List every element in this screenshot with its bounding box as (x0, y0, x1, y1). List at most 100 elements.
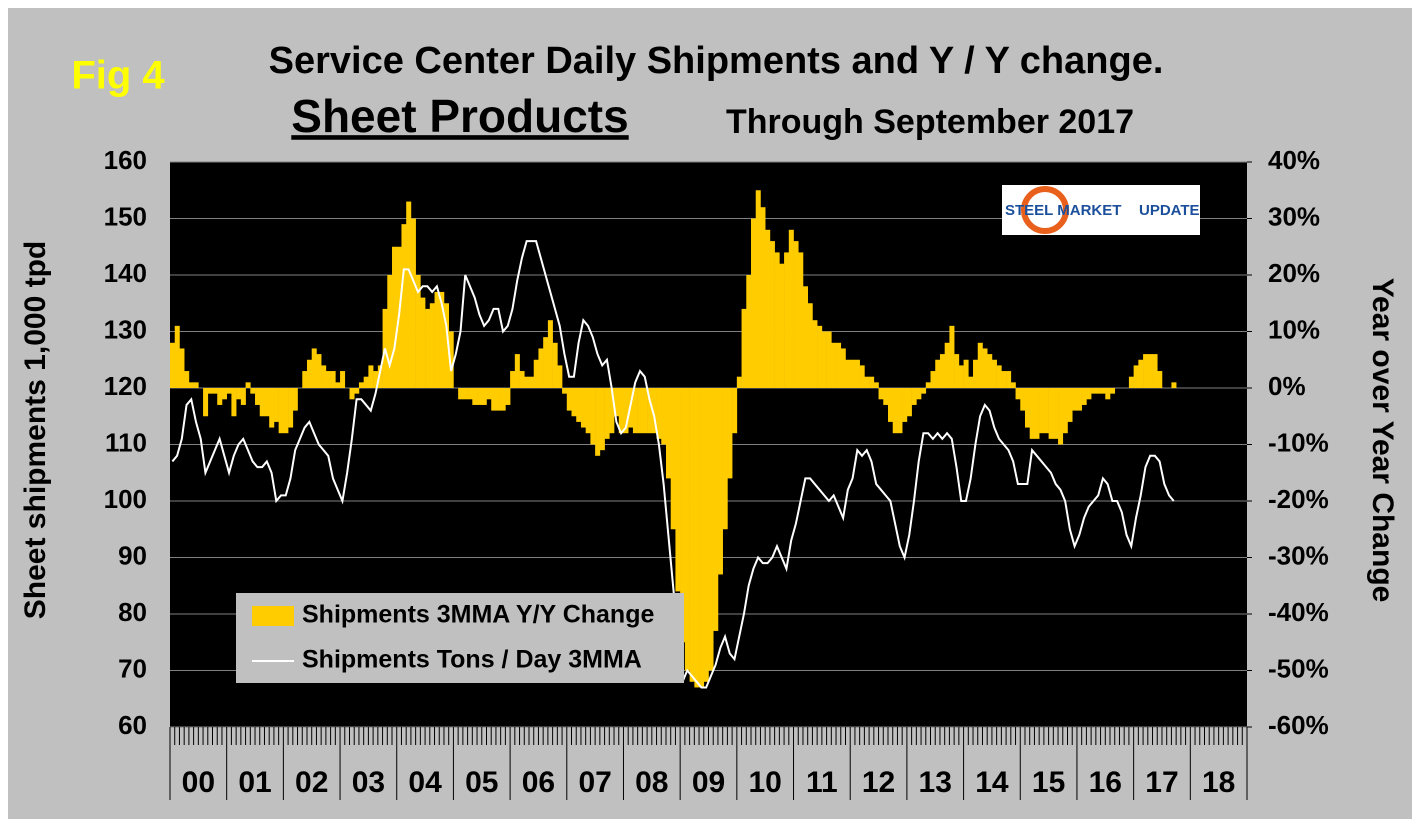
bar (1029, 388, 1035, 439)
bar (1015, 388, 1021, 400)
bar (873, 382, 879, 388)
bar (486, 388, 492, 400)
bar (944, 342, 950, 388)
bar (850, 359, 856, 388)
bar (883, 388, 889, 405)
chart-subtitle: Sheet Products (291, 90, 628, 142)
bar (358, 382, 364, 388)
bar (798, 252, 804, 388)
bar (373, 371, 379, 388)
y-tick-label: 100 (104, 484, 147, 514)
bar (316, 354, 322, 388)
bar (812, 320, 818, 388)
bar (897, 388, 903, 434)
bar (807, 303, 813, 388)
bar (519, 371, 525, 388)
bar (269, 388, 275, 428)
bar (836, 342, 842, 388)
bar (425, 308, 431, 388)
bar (420, 297, 426, 388)
y-tick-label: 80 (118, 597, 147, 627)
bar (609, 388, 615, 434)
bar (538, 348, 544, 388)
bar (448, 331, 454, 388)
bar (595, 388, 601, 456)
bar (410, 218, 416, 388)
x-tick-label: 00 (182, 766, 215, 799)
bar (996, 365, 1002, 388)
bar (387, 275, 393, 388)
bar (477, 388, 483, 405)
bar (689, 388, 695, 682)
bar (642, 388, 648, 434)
y-tick-label: 130 (104, 314, 147, 344)
bar (467, 388, 473, 400)
bar (1086, 388, 1092, 400)
bar (1039, 388, 1045, 434)
y2-tick-label: 40% (1268, 145, 1320, 175)
bar (1076, 388, 1082, 411)
bar (415, 275, 421, 388)
bar (363, 376, 369, 388)
bar (401, 224, 407, 388)
bar (765, 229, 771, 388)
bar (481, 388, 487, 405)
bar (845, 359, 851, 388)
bar (618, 388, 624, 434)
bar (637, 388, 643, 434)
bar (321, 365, 327, 388)
bar (722, 388, 728, 530)
bar (793, 241, 799, 388)
bar (330, 371, 336, 388)
bar (604, 388, 610, 439)
bar (968, 376, 974, 388)
bar (306, 359, 313, 388)
bar (1100, 388, 1106, 394)
bar (1128, 376, 1134, 388)
x-tick-label: 13 (919, 766, 952, 799)
bar (925, 382, 931, 388)
bar (760, 207, 766, 388)
x-tick-label: 03 (352, 766, 385, 799)
bar (878, 388, 884, 400)
bar (982, 348, 988, 388)
bar (188, 382, 194, 388)
x-tick-label: 16 (1089, 766, 1122, 799)
bar (675, 388, 681, 592)
bar (1043, 388, 1049, 434)
bar (193, 382, 199, 388)
bar (1001, 371, 1007, 388)
bar (1152, 354, 1158, 388)
bar (973, 359, 979, 388)
y-tick-label: 90 (118, 540, 147, 570)
y2-tick-label: 20% (1268, 258, 1320, 288)
y2-tick-label: -10% (1268, 427, 1329, 457)
bar (1095, 388, 1101, 394)
bar (495, 388, 501, 411)
bar (226, 388, 232, 394)
bar (557, 365, 563, 388)
bar (1034, 388, 1040, 439)
bar (1062, 388, 1068, 434)
x-tick-label: 02 (295, 766, 328, 799)
bar (245, 382, 251, 388)
bar (888, 388, 894, 422)
bar (954, 354, 960, 388)
bar (817, 325, 823, 388)
bar (1067, 388, 1073, 422)
legend-swatch (252, 606, 294, 626)
bar (736, 376, 742, 388)
bar (217, 388, 223, 405)
bar (524, 376, 530, 388)
bar (680, 388, 686, 643)
bar (732, 388, 738, 434)
x-tick-label: 01 (238, 766, 271, 799)
legend-box (236, 593, 684, 683)
bar (859, 365, 865, 388)
bar (802, 286, 808, 388)
bar (916, 388, 922, 400)
bar (259, 388, 265, 417)
bar (614, 388, 620, 417)
bar (1143, 354, 1149, 388)
